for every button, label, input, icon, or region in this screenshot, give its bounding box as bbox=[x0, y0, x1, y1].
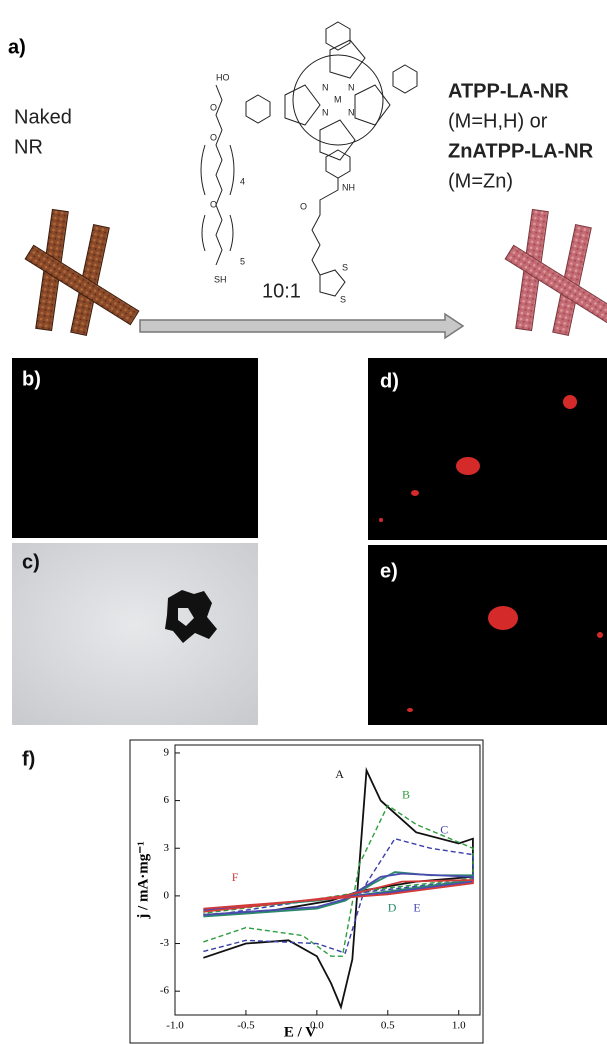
atom: 4 bbox=[240, 176, 245, 186]
y-tick-label: -3 bbox=[160, 937, 170, 949]
y-tick-label: -6 bbox=[160, 985, 170, 997]
red-spots bbox=[379, 395, 603, 712]
atom: N bbox=[348, 107, 355, 117]
atom: N bbox=[322, 82, 329, 92]
panel-d-image bbox=[368, 358, 607, 540]
left-text: Naked bbox=[14, 106, 72, 128]
naked-rods bbox=[24, 208, 140, 337]
curve-label: D bbox=[388, 900, 397, 914]
panel-label: b) bbox=[22, 368, 41, 390]
nr-cluster bbox=[165, 590, 217, 643]
y-tick-label: 6 bbox=[164, 794, 170, 806]
panel-label: d) bbox=[380, 370, 399, 392]
x-tick-label: 0.5 bbox=[381, 1020, 395, 1032]
cv-curve bbox=[203, 804, 474, 957]
ratio: 10:1 bbox=[262, 280, 301, 302]
y-tick-label: 0 bbox=[164, 889, 170, 901]
right-text: (M=H,H) or bbox=[448, 110, 548, 132]
chart-frame bbox=[129, 739, 484, 1044]
plot-area bbox=[174, 744, 481, 1016]
x-axis-label: E / V bbox=[284, 1024, 316, 1040]
panel-e-image bbox=[368, 545, 607, 725]
curve-label: E bbox=[413, 900, 420, 914]
atom: 5 bbox=[240, 256, 245, 266]
curve-label: A bbox=[335, 767, 344, 781]
x-tick-label: 0.0 bbox=[310, 1020, 324, 1032]
panel-label: c) bbox=[22, 551, 40, 573]
atom: S bbox=[342, 262, 348, 272]
atom: N bbox=[322, 107, 329, 117]
right-text: ZnATPP-LA-NR bbox=[448, 140, 594, 162]
arrow bbox=[139, 312, 465, 340]
y-tick-label: 9 bbox=[164, 746, 170, 758]
atom: O bbox=[210, 102, 217, 112]
atom: O bbox=[210, 199, 217, 209]
panel-b-image bbox=[12, 358, 258, 538]
molecule bbox=[200, 21, 418, 297]
atom: S bbox=[340, 294, 346, 304]
y-axis-label: j / mA·mg⁻¹ bbox=[135, 841, 151, 919]
x-tick-label: -0.5 bbox=[237, 1020, 255, 1032]
curve-label: F bbox=[232, 870, 239, 884]
panel-label: e) bbox=[380, 560, 398, 582]
right-text: (M=Zn) bbox=[448, 170, 513, 192]
atom: M bbox=[334, 94, 342, 104]
x-tick-label: -1.0 bbox=[166, 1020, 184, 1032]
right-text: ATPP-LA-NR bbox=[448, 80, 569, 102]
panel-label: a) bbox=[8, 36, 26, 58]
cv-curve bbox=[203, 879, 474, 913]
coated-rods bbox=[504, 208, 607, 337]
atom: HO bbox=[216, 72, 230, 82]
curve-label: C bbox=[440, 823, 448, 837]
panel-label: f) bbox=[22, 748, 35, 770]
atom: NH bbox=[342, 182, 355, 192]
x-tick-label: 1.0 bbox=[452, 1020, 466, 1032]
y-tick-label: 3 bbox=[164, 842, 170, 854]
curve-label: B bbox=[402, 788, 410, 802]
panel-c-image bbox=[12, 543, 258, 725]
atom: SH bbox=[214, 274, 227, 284]
atom: O bbox=[210, 132, 217, 142]
cv-curve bbox=[203, 872, 474, 916]
atom: N bbox=[348, 82, 355, 92]
cv-curve bbox=[203, 871, 474, 918]
left-text: NR bbox=[14, 136, 43, 158]
atom: O bbox=[300, 201, 307, 211]
